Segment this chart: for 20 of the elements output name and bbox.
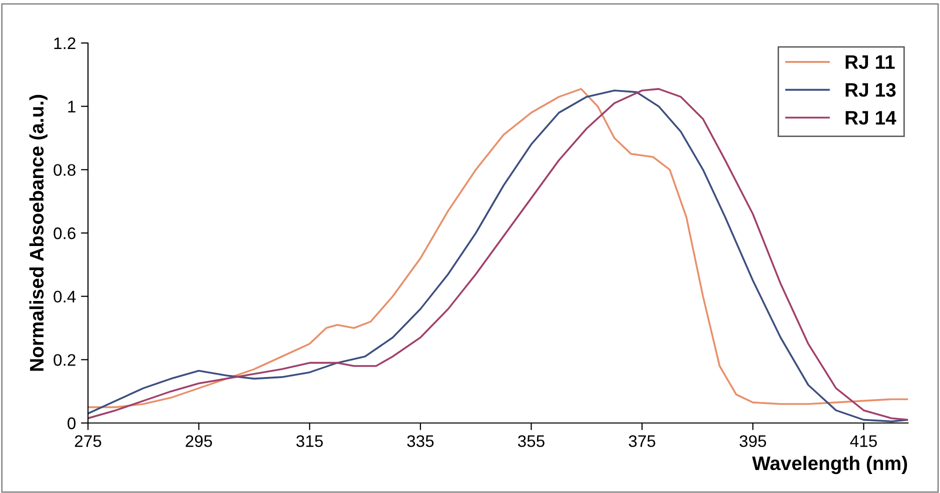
y-tick-label: 1 [68, 100, 76, 112]
x-tick-label: 375 [628, 435, 656, 448]
y-tick-label: 0.2 [54, 354, 76, 366]
x-tick-label: 395 [740, 435, 766, 448]
legend-label: RJ 13 [846, 83, 896, 97]
x-tick-label: 355 [518, 435, 544, 448]
legend-label: RJ 14 [846, 111, 896, 125]
y-tick-label: 1.2 [54, 37, 76, 50]
x-tick-label: 415 [850, 435, 877, 448]
y-tick-label: 0.4 [54, 290, 76, 303]
legend-label: RJ 11 [846, 55, 895, 69]
x-tick-label: 335 [407, 435, 434, 448]
y-tick-label: 0.6 [54, 227, 76, 240]
x-tick-label: 295 [186, 435, 212, 448]
x-axis-title: Wavelength (nm) [752, 456, 908, 474]
x-tick-label: 315 [296, 435, 323, 448]
y-tick-label: 0 [68, 417, 76, 430]
x-tick-label: 275 [74, 435, 102, 448]
y-axis-title: Normalised Absoebance (a.u.) [29, 94, 48, 371]
y-tick-label: 0.8 [54, 164, 76, 176]
